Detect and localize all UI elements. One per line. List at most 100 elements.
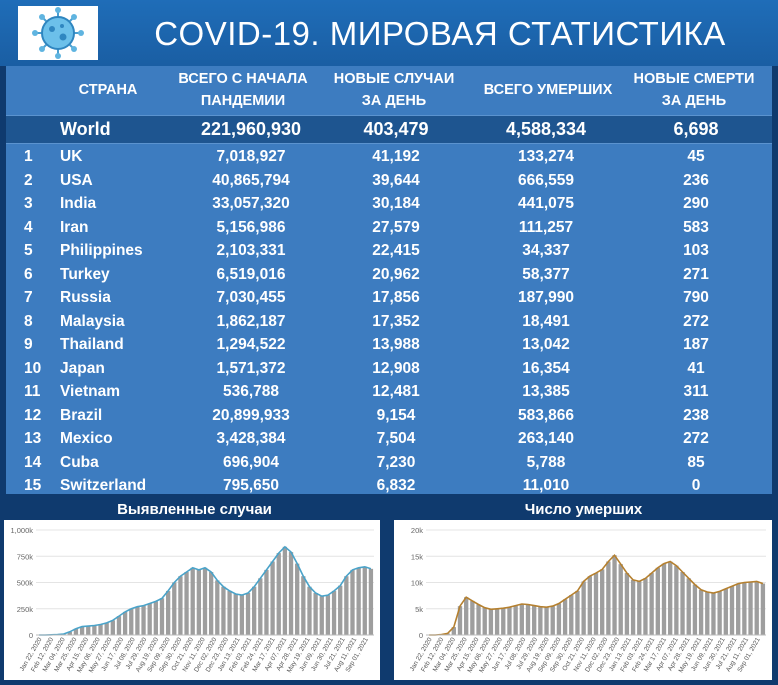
deaths-bar [711,593,715,635]
cases-y-tick-label: 500k [17,579,34,588]
deaths-bar [730,586,734,635]
row-rank: 12 [24,404,48,428]
row-total: 1,862,187 [176,310,326,334]
deaths-y-tick-label: 0 [419,631,423,640]
cases-bar [277,553,281,635]
row-rank: 3 [24,192,48,216]
page-title: COVID-19. МИРОВАЯ СТАТИСТИКА [110,10,770,58]
cases-bar [203,568,207,635]
row-rank: 15 [24,474,48,498]
cases-bar [338,586,342,635]
cases-bar [258,578,262,635]
table-header: СТРАНА ВСЕГО С НАЧАЛА ПАНДЕМИИ НОВЫЕ СЛУ… [6,66,772,114]
cases-bar [191,568,195,635]
cases-y-tick-label: 250k [17,605,34,614]
row-deaths: 13,042 [466,333,626,357]
row-deaths: 111,257 [466,216,626,240]
world-new-cases: 403,479 [326,116,466,143]
virus-icon [18,6,98,60]
deaths-bar [538,607,542,635]
row-deaths: 666,559 [466,169,626,193]
row-new-deaths: 790 [626,286,766,310]
cases-bar [252,587,256,635]
deaths-bar [544,607,548,635]
row-new-deaths: 45 [626,145,766,169]
header-new-cases: НОВЫЕ СЛУЧАИ ЗА ДЕНЬ [324,66,464,114]
row-deaths: 441,075 [466,192,626,216]
row-new-cases: 17,856 [326,286,466,310]
cases-bar [234,594,238,635]
cases-bar [270,562,274,636]
deaths-bar [649,573,653,635]
deaths-bar [699,590,703,635]
cases-bar [129,609,133,635]
header-deaths: ВСЕГО УМЕРШИХ [468,66,628,114]
row-country: USA [60,169,180,193]
cases-y-tick-label: 1,000k [10,526,33,535]
row-country: Switzerland [60,474,180,498]
deaths-bar [606,562,610,636]
row-deaths: 16,354 [466,357,626,381]
cases-chart-title: Выявленные случаи [0,500,389,520]
deaths-bar [594,573,598,635]
row-country: Mexico [60,427,180,451]
row-country: Brazil [60,404,180,428]
row-country: Iran [60,216,180,240]
row-new-cases: 17,352 [326,310,466,334]
row-total: 40,865,794 [176,169,326,193]
row-deaths: 583,866 [466,404,626,428]
row-new-cases: 7,230 [326,451,466,475]
row-deaths: 13,385 [466,380,626,404]
deaths-bar [532,606,536,635]
deaths-bar [662,564,666,635]
deaths-bar [656,568,660,635]
deaths-bar [668,562,672,636]
cases-bar [105,623,109,635]
deaths-bar [742,583,746,636]
row-rank: 13 [24,427,48,451]
cases-bar [307,587,311,635]
row-new-deaths: 290 [626,192,766,216]
deaths-bar [464,597,468,635]
deaths-bar [495,609,499,635]
row-total: 795,650 [176,474,326,498]
deaths-bar [755,581,759,635]
row-deaths: 58,377 [466,263,626,287]
cases-bar [227,591,231,635]
cases-bar [301,576,305,635]
deaths-bar [470,601,474,635]
deaths-y-tick-label: 10k [411,579,423,588]
row-country: India [60,192,180,216]
deaths-bar [557,604,561,636]
row-new-deaths: 103 [626,239,766,263]
row-rank: 4 [24,216,48,240]
deaths-bar [526,605,530,635]
deaths-chart-title: Число умерших [389,500,778,520]
deaths-bar [680,572,684,635]
row-country: Turkey [60,263,180,287]
row-total: 6,519,016 [176,263,326,287]
row-total: 2,103,331 [176,239,326,263]
world-deaths: 4,588,334 [466,116,626,143]
row-total: 7,018,927 [176,145,326,169]
world-new-deaths: 6,698 [626,116,766,143]
header-country: СТРАНА [48,66,168,114]
cases-bar [160,598,164,635]
row-new-deaths: 238 [626,404,766,428]
deaths-bar [619,564,623,635]
row-rank: 11 [24,380,48,404]
row-country: Malaysia [60,310,180,334]
cases-bar [184,572,188,635]
deaths-bar [705,592,709,635]
row-new-deaths: 272 [626,427,766,451]
row-rank: 8 [24,310,48,334]
row-new-deaths: 85 [626,451,766,475]
cases-bar [363,567,367,635]
